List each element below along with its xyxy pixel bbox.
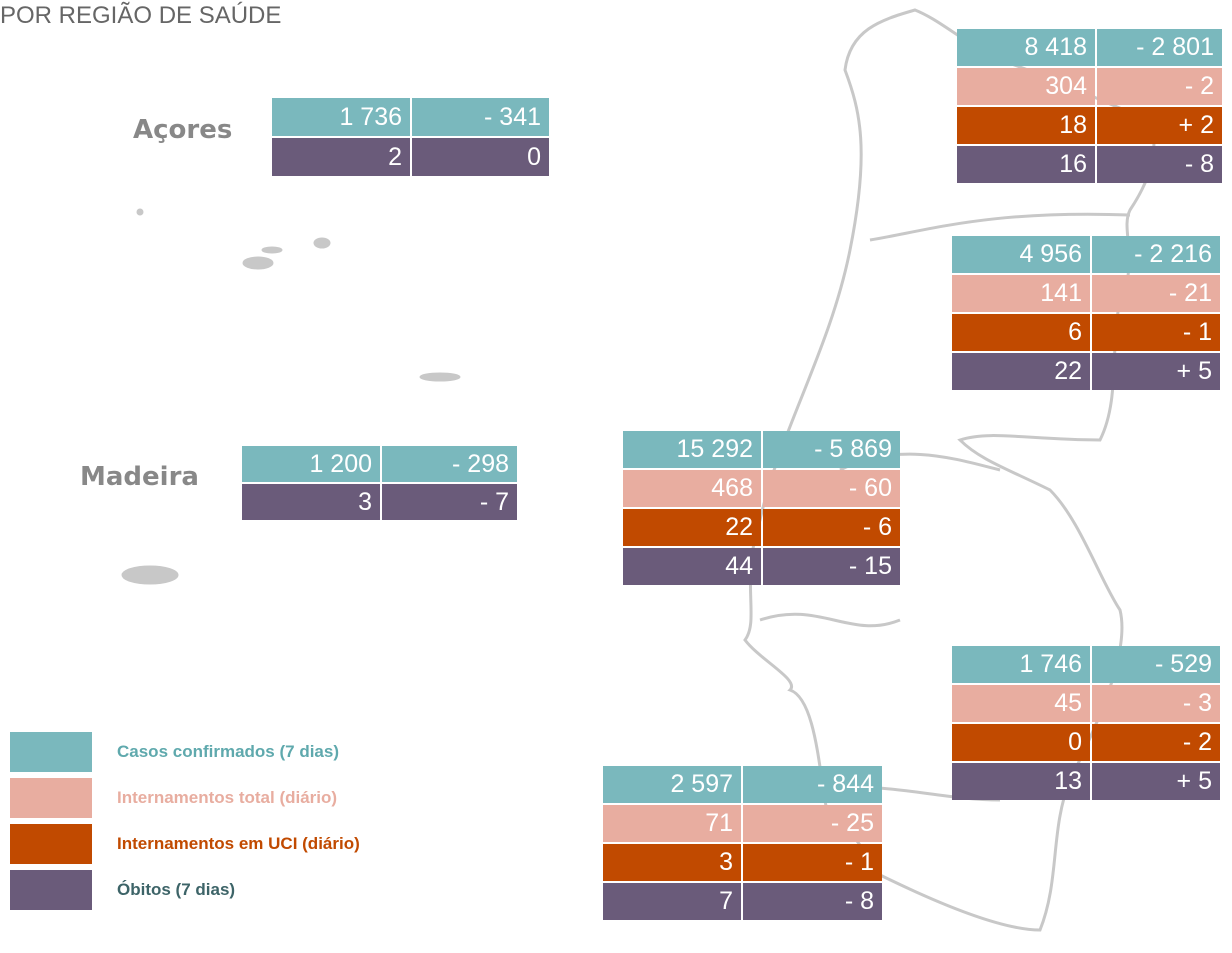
table-cell: - 7 — [382, 484, 517, 520]
table-cell: - 529 — [1092, 646, 1220, 683]
legend-swatch — [10, 824, 92, 864]
table-cell: - 8 — [743, 883, 882, 920]
table-cell: 44 — [623, 548, 761, 585]
table-cell: + 5 — [1092, 763, 1220, 800]
table-cell: - 60 — [763, 470, 900, 507]
table-cell: + 5 — [1092, 353, 1220, 390]
table-cell: 3 — [603, 844, 741, 881]
table-cell: 1 736 — [272, 98, 410, 136]
table-cell: 3 — [242, 484, 380, 520]
table-cell: 22 — [623, 509, 761, 546]
table-cell: - 5 869 — [763, 431, 900, 468]
table-cell: 304 — [957, 68, 1095, 105]
table-cell: - 3 — [1092, 685, 1220, 722]
table-cell: - 1 — [1092, 314, 1220, 351]
table-cell: - 341 — [412, 98, 549, 136]
table-cell: - 2 801 — [1097, 29, 1222, 66]
table-cell: 8 418 — [957, 29, 1095, 66]
legend-label: Internamentos em UCI (diário) — [117, 834, 360, 853]
table-cell: 16 — [957, 146, 1095, 183]
legend-label: Internamentos total (diário) — [117, 788, 338, 807]
table-cell: - 6 — [763, 509, 900, 546]
table-cell: - 2 — [1092, 724, 1220, 761]
table-cell: 7 — [603, 883, 741, 920]
table-cell: - 8 — [1097, 146, 1222, 183]
table-cell: 6 — [952, 314, 1090, 351]
legend-swatch — [10, 778, 92, 818]
legend-label: Óbitos (7 dias) — [117, 880, 236, 899]
table-cell: 2 — [272, 138, 410, 176]
table-cell: - 1 — [743, 844, 882, 881]
table-cell: - 21 — [1092, 275, 1220, 312]
table-cell: 71 — [603, 805, 741, 842]
table-cell: 45 — [952, 685, 1090, 722]
table-cell: 0 — [952, 724, 1090, 761]
table-cell: - 2 — [1097, 68, 1222, 105]
table-cell: - 298 — [382, 446, 517, 482]
table-cell: 18 — [957, 107, 1095, 144]
table-cell: 1 746 — [952, 646, 1090, 683]
region-label: Açores — [133, 115, 233, 145]
table-cell: 1 200 — [242, 446, 380, 482]
table-cell: - 25 — [743, 805, 882, 842]
table-cell: 468 — [623, 470, 761, 507]
table-cell: 4 956 — [952, 236, 1090, 273]
table-cell: 2 597 — [603, 766, 741, 803]
table-cell: - 2 216 — [1092, 236, 1220, 273]
title: POR REGIÃO DE SAÚDE — [0, 2, 282, 29]
table-cell: 0 — [412, 138, 549, 176]
legend-label: Casos confirmados (7 dias) — [117, 742, 340, 761]
table-cell: - 844 — [743, 766, 882, 803]
legend-swatch — [10, 870, 92, 910]
legend-swatch — [10, 732, 92, 772]
table-cell: 141 — [952, 275, 1090, 312]
table-cell: - 15 — [763, 548, 900, 585]
table-cell: 15 292 — [623, 431, 761, 468]
region-label: Madeira — [80, 462, 199, 492]
table-cell: + 2 — [1097, 107, 1222, 144]
table-cell: 13 — [952, 763, 1090, 800]
table-cell: 22 — [952, 353, 1090, 390]
